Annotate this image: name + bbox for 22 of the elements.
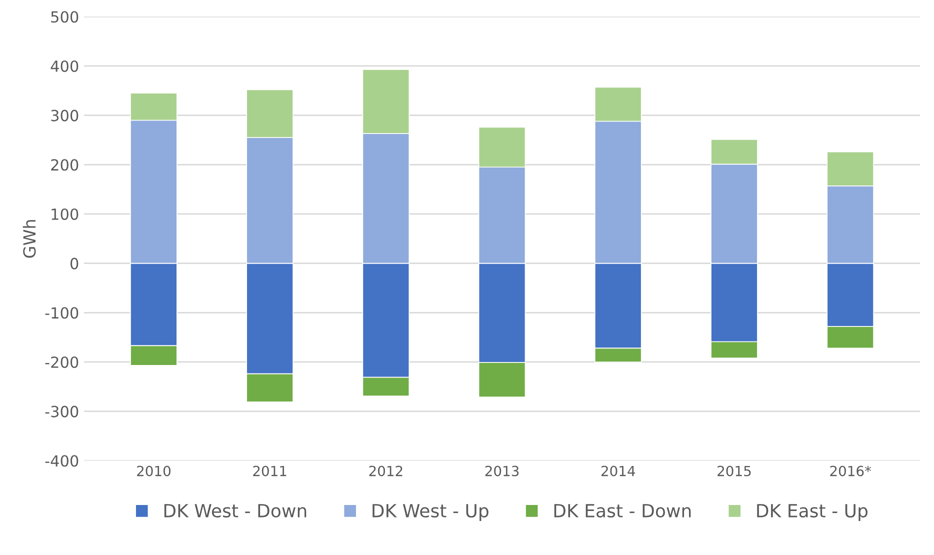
y-tick-label: -100	[45, 307, 78, 319]
x-tick-label: 2014	[601, 466, 636, 476]
y-tick-label: 0	[70, 258, 78, 270]
x-tick-label: 2012	[369, 466, 402, 476]
y-tick-label: 200	[51, 159, 78, 171]
y-tick-label: -300	[45, 406, 78, 418]
y-tick-label: 300	[51, 110, 78, 122]
legend-label: DK West - Up	[372, 504, 488, 522]
x-tick-label: 2010	[137, 466, 170, 476]
y-tick-label: -400	[45, 455, 78, 467]
legend-label: DK East - Up	[757, 504, 868, 522]
x-tick-label: 2011	[253, 466, 286, 476]
x-tick-label: 2013	[485, 466, 519, 476]
y-axis-title: GWh	[22, 220, 36, 258]
y-tick-label: 500	[51, 11, 78, 23]
y-tick-label: -200	[45, 356, 78, 368]
legend-label: DK East - Down	[554, 504, 691, 518]
y-tick-label: 100	[52, 208, 78, 220]
x-tick-label: 2016*	[830, 466, 872, 476]
legend-label: DK West - Down	[164, 504, 306, 518]
y-tick-label: 400	[50, 60, 78, 72]
x-tick-label: 2015	[718, 466, 751, 476]
